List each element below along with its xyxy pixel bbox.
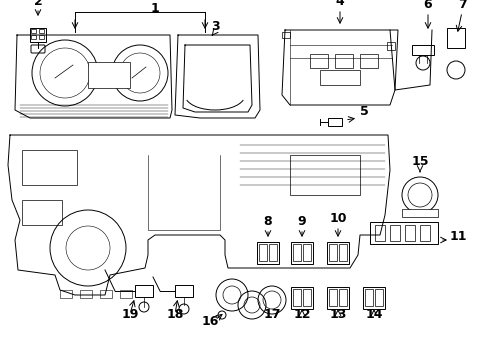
Bar [360, 54, 378, 68]
Text: 1: 1 [150, 2, 159, 15]
Bar [22, 150, 77, 185]
Bar [320, 70, 360, 85]
Bar [257, 242, 279, 264]
Bar [282, 32, 290, 38]
Bar [387, 42, 395, 50]
Text: 17: 17 [263, 308, 281, 321]
Bar [402, 209, 438, 217]
Bar [22, 200, 62, 225]
Bar [303, 244, 311, 261]
Bar [375, 225, 385, 241]
Text: 15: 15 [411, 155, 429, 168]
Bar [329, 289, 337, 306]
Bar [100, 290, 112, 298]
Text: 14: 14 [365, 308, 383, 321]
Bar [329, 244, 337, 261]
Bar [31, 29, 36, 33]
Bar [327, 287, 349, 309]
Bar [328, 118, 342, 126]
Bar [405, 225, 415, 241]
Text: 6: 6 [424, 0, 432, 11]
Bar [88, 62, 130, 88]
Text: 18: 18 [166, 308, 184, 321]
Bar [39, 29, 44, 33]
Bar [335, 54, 353, 68]
Text: 19: 19 [122, 308, 139, 321]
Text: 12: 12 [293, 308, 311, 321]
Text: 7: 7 [458, 0, 466, 11]
Bar [363, 287, 385, 309]
Bar [31, 35, 36, 39]
Bar [39, 35, 44, 39]
Bar [293, 289, 301, 306]
Text: 3: 3 [211, 20, 220, 33]
Bar [303, 289, 311, 306]
Text: 16: 16 [201, 315, 219, 328]
Text: 9: 9 [298, 215, 306, 228]
FancyBboxPatch shape [31, 45, 45, 53]
Bar [259, 244, 267, 261]
Bar [310, 54, 328, 68]
Bar [339, 289, 347, 306]
Bar [375, 289, 383, 306]
Bar [365, 289, 373, 306]
Bar [370, 222, 438, 244]
Bar [120, 290, 132, 298]
Bar [30, 28, 46, 42]
Bar [291, 242, 313, 264]
Text: 13: 13 [329, 308, 347, 321]
Bar [390, 225, 400, 241]
Bar [412, 45, 434, 55]
Bar [293, 244, 301, 261]
Bar [327, 242, 349, 264]
Bar [339, 244, 347, 261]
Bar [447, 28, 465, 48]
Bar [269, 244, 277, 261]
Bar [80, 290, 92, 298]
Text: 10: 10 [329, 212, 347, 225]
Text: 2: 2 [34, 0, 42, 8]
Text: 11: 11 [450, 230, 467, 243]
Text: 4: 4 [336, 0, 344, 8]
Bar [135, 285, 153, 297]
Bar [175, 285, 193, 297]
Text: 8: 8 [264, 215, 272, 228]
Bar [291, 287, 313, 309]
Bar [60, 290, 72, 298]
Bar [420, 225, 430, 241]
Bar [290, 155, 360, 195]
Text: 5: 5 [360, 105, 369, 118]
